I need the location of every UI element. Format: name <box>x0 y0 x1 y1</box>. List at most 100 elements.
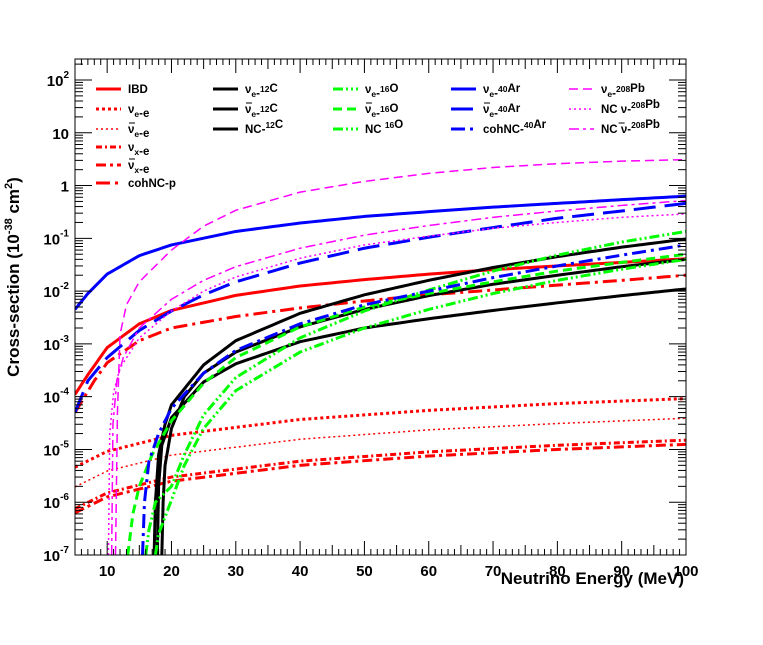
series-line-11 <box>153 257 686 555</box>
legend-label-part: e <box>134 129 139 139</box>
y-tick-base: 10 <box>43 548 60 565</box>
series-line-14 <box>141 243 686 555</box>
legend-label-part: 208 <box>616 84 630 94</box>
legend-label-part: Pb <box>645 119 660 131</box>
legend-label-part: 208 <box>631 120 645 130</box>
x-tick-label: 10 <box>99 563 116 580</box>
legend-label-part: -e <box>139 164 149 176</box>
x-tick-label: 20 <box>163 563 180 580</box>
legend-label-part: x <box>134 165 139 175</box>
legend-label-part: C <box>275 119 283 131</box>
legend-label-part: - <box>494 88 498 100</box>
y-axis-title-unit: cm <box>4 189 23 218</box>
legend-label-part: Pb <box>645 99 660 111</box>
y-tick-label: 10-1 <box>43 228 69 248</box>
y-axis-title: Cross-section (10-38 cm2) <box>3 177 23 377</box>
y-tick-base: 10 <box>43 284 60 301</box>
legend-label-part: e <box>134 109 139 119</box>
y-tick-label: 10-4 <box>43 387 69 407</box>
y-tick-base: 10 <box>47 73 64 90</box>
y-tick-exp: -6 <box>60 492 69 503</box>
legend-label-part: - <box>376 88 380 100</box>
y-tick-base: 10 <box>43 390 60 407</box>
legend-label-part: 40 <box>498 104 508 114</box>
legend-label: νe-16O <box>365 83 398 100</box>
y-tick-base: 10 <box>52 126 69 143</box>
legend-label: IBD <box>128 84 148 96</box>
x-tick-label: 50 <box>356 563 373 580</box>
legend-label-part: O <box>394 119 403 131</box>
legend-label-part: e <box>251 109 256 119</box>
x-tick-label: 80 <box>549 563 566 580</box>
legend-label: νe-e <box>128 124 149 140</box>
legend-label-part: 16 <box>380 84 390 94</box>
y-tick-base: 10 <box>43 442 60 459</box>
legend-label-part: ν <box>128 124 134 136</box>
legend-label-part: NC- <box>245 124 266 136</box>
legend-label-part: NC ν- <box>601 104 631 116</box>
y-tick-label: 10 <box>52 126 69 143</box>
legend-label: νe-40Ar <box>483 103 521 120</box>
legend-label-part: - <box>376 108 380 120</box>
y-tick-label: 10-5 <box>43 439 69 459</box>
x-axis-title: Neutrino Energy (MeV) <box>501 569 684 588</box>
legend-label-part: -e <box>139 108 149 120</box>
legend-label-part: ν <box>621 124 627 136</box>
series-line-7 <box>160 257 686 555</box>
legend-label-part: e <box>371 109 376 119</box>
x-tick-label: 90 <box>613 563 630 580</box>
y-tick-label: 10-3 <box>43 334 69 354</box>
legend-label-part: - <box>256 108 260 120</box>
legend-label-part: ν <box>365 84 371 96</box>
y-tick-exp: 2 <box>63 70 69 81</box>
series-line-5 <box>75 273 686 414</box>
legend-label-part: ν <box>128 104 134 116</box>
legend-label-part: -e <box>139 146 149 158</box>
legend-label: νe-16O <box>365 103 398 120</box>
series-line-4 <box>75 442 686 515</box>
y-tick-label: 10-6 <box>43 492 69 512</box>
series-line-2 <box>75 417 686 488</box>
legend-label-part: e <box>489 109 494 119</box>
legend-label-part: Ar <box>533 119 546 131</box>
legend-label-part: ν <box>483 84 489 96</box>
x-tick-label: 60 <box>420 563 437 580</box>
legend-label-part: ν <box>128 142 134 154</box>
series-line-6 <box>152 237 686 555</box>
y-tick-base: 10 <box>43 337 60 354</box>
legend-label-part: Ar <box>507 83 520 95</box>
legend-label-part: - <box>494 108 498 120</box>
y-tick-label: 102 <box>47 70 70 90</box>
legend-label-part: 40 <box>498 84 508 94</box>
legend-label: cohNC-p <box>128 178 176 190</box>
legend-label-part: x <box>134 147 139 157</box>
legend-label-part: O <box>389 83 398 95</box>
legend-label-part: O <box>389 103 398 115</box>
legend-label-part: ν <box>365 104 371 116</box>
legend-label-part: ν <box>128 160 134 172</box>
legend-label-part: e <box>489 89 494 99</box>
legend-label-part: NC <box>601 124 621 136</box>
legend-label-part: 12 <box>265 120 275 130</box>
legend-label-part: ν <box>601 84 607 96</box>
legend-label: νe-40Ar <box>483 83 521 100</box>
legend-label-part: C <box>269 83 277 95</box>
legend-label-part: Ar <box>507 103 520 115</box>
legend-label: νe-12C <box>245 83 278 100</box>
series-layer <box>75 158 686 555</box>
legend-label: νe-12C <box>245 103 278 120</box>
y-tick-exp: -3 <box>60 334 69 345</box>
series-line-12 <box>75 194 686 311</box>
legend-label-part: e <box>371 89 376 99</box>
legend-label: νe-208Pb <box>601 83 645 100</box>
y-tick-exp: -5 <box>60 439 69 450</box>
y-tick-exp: -1 <box>60 228 69 239</box>
legend-label: NC ν-208Pb <box>601 119 660 136</box>
y-tick-base: 1 <box>61 179 69 196</box>
y-tick-base: 10 <box>43 495 60 512</box>
y-axis-title-unit-exp: 2 <box>3 183 15 189</box>
y-tick-label: 10-7 <box>43 545 69 565</box>
legend-label-part: -e <box>139 128 149 140</box>
series-line-16 <box>107 213 686 555</box>
